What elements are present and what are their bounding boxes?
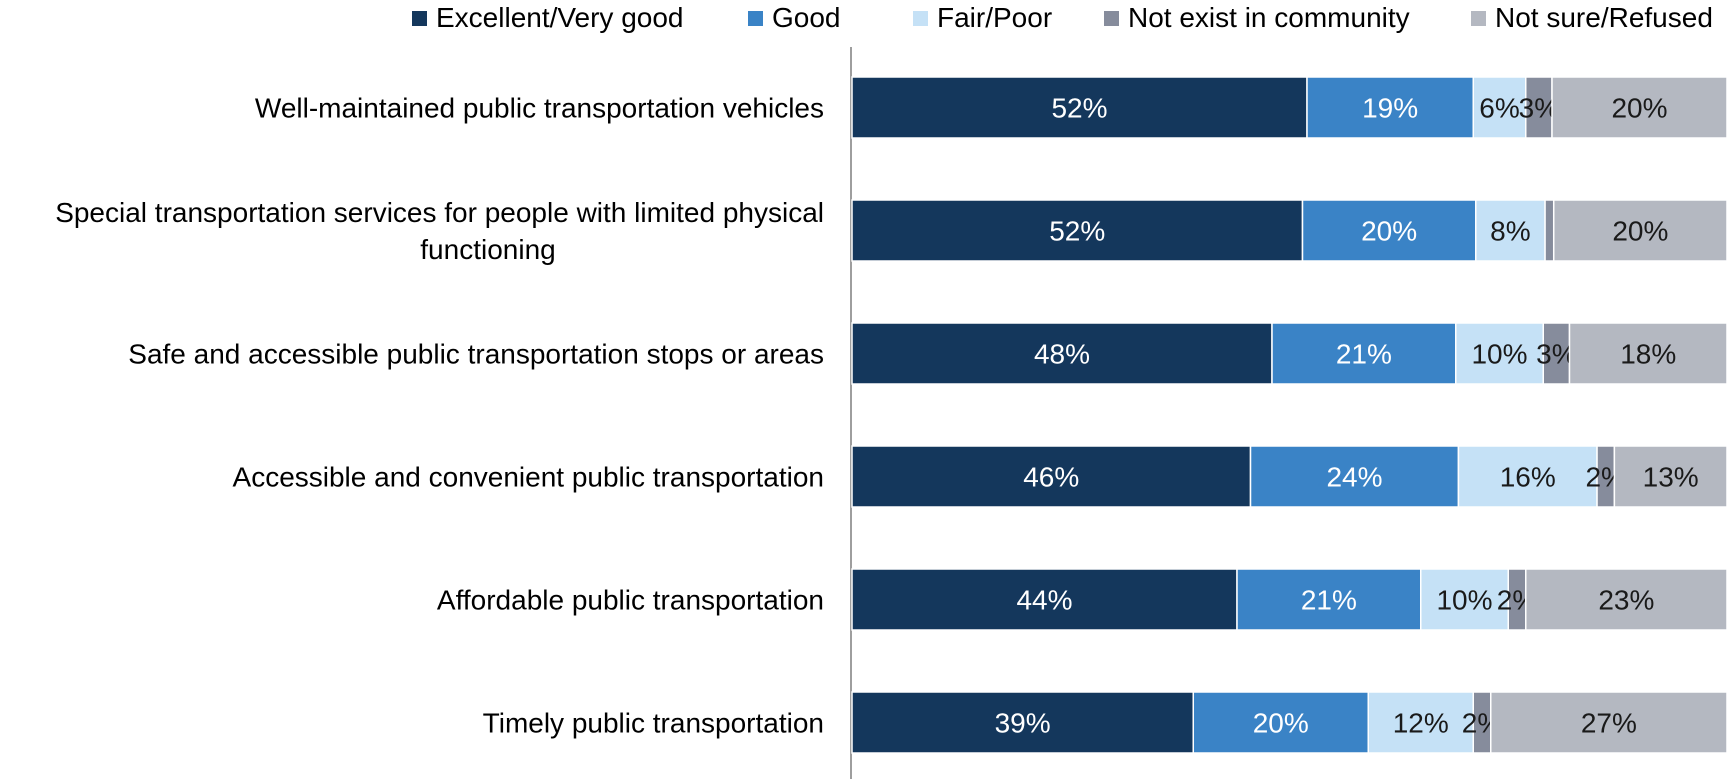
legend-item-fair-poor: Fair/Poor [913, 2, 1052, 33]
data-label: 6% [1479, 93, 1519, 124]
bar-segment-not-sure-refused [1551, 76, 1728, 139]
data-label: 10% [1436, 585, 1492, 616]
data-label: 21% [1301, 585, 1357, 616]
data-label: 24% [1326, 462, 1382, 493]
data-label: 18% [1620, 339, 1676, 370]
bar-segment-good [1306, 76, 1474, 139]
data-label: 20% [1612, 216, 1668, 247]
data-label: 48% [1034, 339, 1090, 370]
bars: 52% 19% 6%3% 20%52% 20% 8% 20%48% 21% 10% 3% 18%46… [851, 76, 1728, 754]
bar-segment-not-sure-refused [1568, 322, 1728, 385]
legend-swatch [1471, 11, 1486, 26]
legend-item-not-exist-in-community: Not exist in community [1104, 2, 1410, 33]
bar-segment-not-sure-refused [1613, 445, 1728, 508]
bar-segment-good [1192, 691, 1369, 754]
bar-segment-not-sure-refused [1525, 568, 1728, 631]
category-label: Special transportation services for peop… [55, 197, 824, 265]
legend-label: Not exist in community [1128, 2, 1410, 33]
bar-segment-excellent-very-good [851, 199, 1304, 262]
data-label: 20% [1611, 93, 1667, 124]
bar-segment-not-sure-refused [1490, 691, 1728, 754]
category-label: Safe and accessible public transportatio… [128, 339, 824, 370]
bar-segment-fair-poor [1472, 76, 1527, 139]
data-label: 46% [1023, 462, 1079, 493]
bar-segment-excellent-very-good [851, 568, 1238, 631]
legend-swatch [748, 11, 763, 26]
data-label: 20% [1361, 216, 1417, 247]
legend-swatch [1104, 11, 1119, 26]
data-label: 23% [1598, 585, 1654, 616]
bar-segment-good [1271, 322, 1457, 385]
bar-row-1: 52% 19% 6%3% 20% [851, 76, 1728, 139]
legend-label: Fair/Poor [937, 2, 1052, 33]
category-label: Timely public transportation [483, 708, 824, 739]
legend-swatch [913, 11, 928, 26]
bar-segment-fair-poor [1367, 691, 1474, 754]
legend-item-excellent-very-good: Excellent/Very good [412, 2, 684, 33]
data-label: 52% [1051, 93, 1107, 124]
data-label: 12% [1393, 708, 1449, 739]
bar-segment-good [1236, 568, 1422, 631]
legend-label: Good [772, 2, 841, 33]
bar-row-5: 44% 21% 10% 2% 23% [851, 568, 1728, 631]
data-label: 27% [1581, 708, 1637, 739]
data-label: 39% [995, 708, 1051, 739]
bar-row-2: 52% 20% 8% 20% [851, 199, 1728, 262]
bar-segment-not-sure-refused [1552, 199, 1728, 262]
bar-segment-fair-poor [1457, 445, 1598, 508]
data-label: 10% [1471, 339, 1527, 370]
bar-row-3: 48% 21% 10% 3% 18% [851, 322, 1728, 385]
category-labels: Well-maintained public transportation ve… [55, 93, 824, 739]
data-label: 8% [1490, 216, 1530, 247]
data-label: 21% [1336, 339, 1392, 370]
legend-item-not-sure-refused: Not sure/Refused [1471, 2, 1713, 33]
bar-segment-not-exist-in-community [1542, 322, 1571, 385]
data-label: 44% [1016, 585, 1072, 616]
bar-segment-fair-poor [1455, 322, 1544, 385]
category-label: Affordable public transportation [437, 585, 824, 616]
bar-row-4: 46% 24% 16% 2% 13% [851, 445, 1728, 508]
legend: Excellent/Very good Good Fair/Poor Not exis… [412, 2, 1713, 33]
legend-item-good: Good [748, 2, 841, 33]
category-label: Accessible and convenient public transpo… [233, 462, 824, 493]
bar-segment-excellent-very-good [851, 691, 1194, 754]
data-label: 52% [1049, 216, 1105, 247]
data-label: 19% [1362, 93, 1418, 124]
data-label: 16% [1500, 462, 1556, 493]
legend-label: Excellent/Very good [436, 2, 684, 33]
bar-segment-excellent-very-good [851, 322, 1273, 385]
bar-segment-excellent-very-good [851, 445, 1252, 508]
data-label: 20% [1253, 708, 1309, 739]
bar-row-6: 39% 20% 12% 2% 27% [851, 691, 1728, 754]
legend-swatch [412, 11, 427, 26]
legend-label: Not sure/Refused [1495, 2, 1713, 33]
bar-segment-not-exist-in-community [1544, 199, 1555, 262]
category-label: Well-maintained public transportation ve… [255, 93, 824, 124]
bar-segment-good [1249, 445, 1460, 508]
data-label: 13% [1643, 462, 1699, 493]
